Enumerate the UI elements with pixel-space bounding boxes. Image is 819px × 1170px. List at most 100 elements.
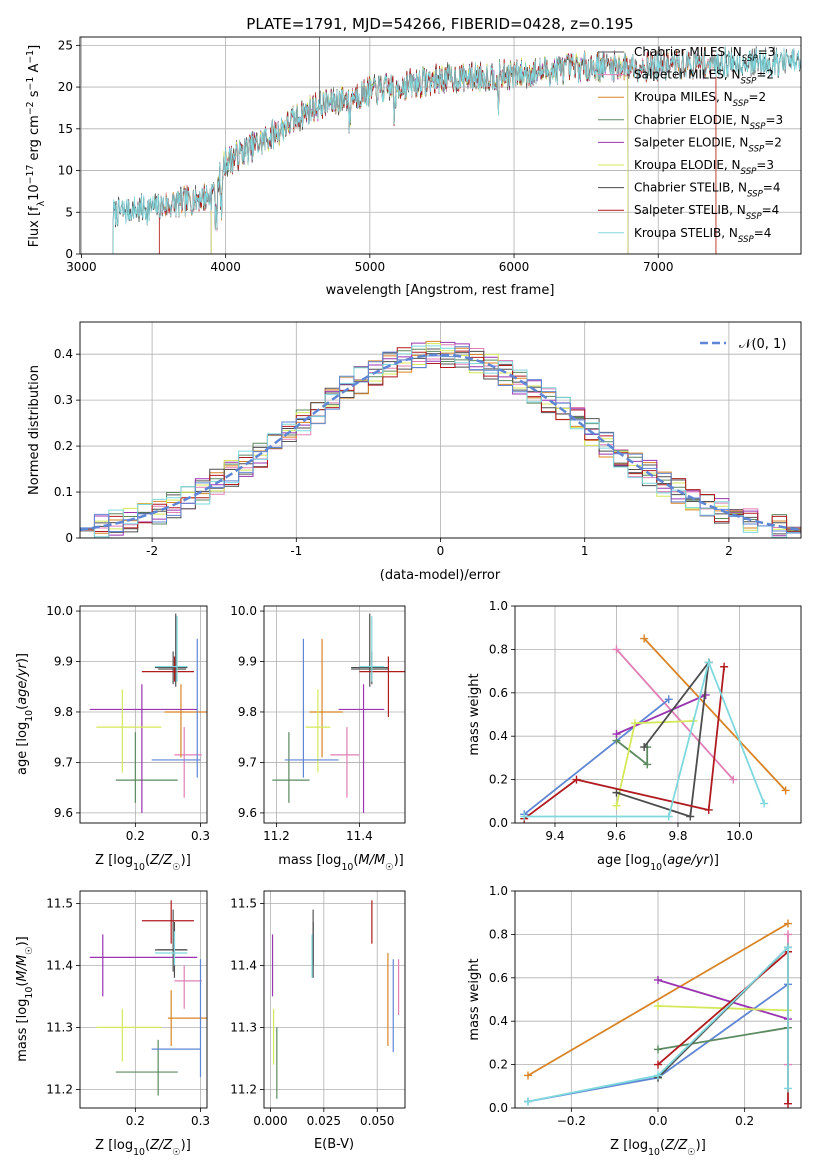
label-part: 10 [24, 987, 35, 999]
label-part: ☉ [172, 862, 180, 873]
label-part: Z/Z [149, 853, 173, 868]
label-part: =3 [758, 45, 776, 59]
label-part: ( [662, 853, 667, 868]
weight-marker [784, 919, 792, 928]
weight-marker [524, 1097, 532, 1106]
label-part: age [log [597, 853, 650, 868]
legend-entry: Kroupa MILES, NSSP=2 [634, 90, 766, 109]
y-tick-label: 9.9 [238, 655, 257, 669]
label-part: Salpeter STELIB, N [634, 203, 746, 217]
axes-frame [263, 605, 406, 824]
x-tick-label: 7000 [643, 260, 674, 274]
x-tick-label: 10.0 [726, 829, 753, 843]
plot-area [80, 322, 801, 538]
y-tick-label: 9.8 [54, 705, 73, 719]
x-tick-label: 0.2 [126, 829, 145, 843]
mass-vs-Z-panel: 0.2 0.311.211.311.411.5Z [log10(Z/Z☉)]mas… [15, 890, 210, 1158]
axes-frame [79, 321, 802, 539]
label-part: 10 [648, 1147, 660, 1158]
y-tick-label: 10.0 [46, 604, 73, 618]
x-tick-label: 3000 [66, 260, 97, 274]
axes-frame [514, 605, 802, 824]
plot-area [264, 891, 405, 1108]
label-part: ☉ [24, 946, 35, 954]
y-tick-label: 11.3 [230, 1020, 257, 1034]
label-part: ( [145, 853, 150, 868]
label-part: −1 [25, 50, 36, 64]
label-part: )] [181, 853, 191, 868]
weight-marker [612, 645, 621, 654]
label-part: SSP [750, 122, 767, 132]
label-part: ( [660, 1138, 665, 1153]
y-tick-label: 0.3 [54, 393, 73, 407]
weight-line [523, 698, 670, 816]
y-tick-label: 10.0 [230, 604, 257, 618]
plot-area [515, 606, 801, 823]
plot-area [515, 891, 801, 1108]
y-tick-label: 11.2 [46, 1082, 73, 1096]
y-tick-label: 1.0 [489, 884, 508, 898]
label-part: =4 [762, 203, 780, 217]
weight-line [615, 739, 649, 767]
mass-vs-ebv-panel: 0.000 0.025 0.050 11.2 11.3 11.4 11.5 E(B-V) [230, 890, 406, 1152]
weight-marker [654, 975, 662, 984]
x-tick-label: 0.2 [735, 1114, 754, 1128]
label-part: =3 [765, 113, 783, 127]
label-part: SSP [738, 235, 755, 245]
label-part: =4 [754, 226, 772, 240]
label-part: =2 [764, 135, 782, 149]
x-tick-label: 0.050 [360, 1114, 394, 1128]
weight-marker [654, 1060, 662, 1069]
y-tick-label: 10 [58, 164, 73, 178]
y-tick-label: 0.6 [489, 971, 508, 985]
x-tick-label: 0.025 [307, 1114, 341, 1128]
weight-marker [784, 1099, 792, 1108]
weight-marker [784, 1084, 792, 1093]
plot-area [80, 37, 801, 254]
y-tick-label: 0.8 [489, 927, 508, 941]
y-axis-label: Flux [fλ10−17 erg cm−2 s−1 A−1] [25, 45, 47, 247]
weight-marker [720, 662, 729, 671]
x-tick-label: 0.0 [648, 1114, 667, 1128]
label-part: 10 [650, 862, 662, 873]
y-tick-label: 1.0 [489, 599, 508, 613]
label-part: )] [696, 1138, 706, 1153]
x-axis-label: (data-model)/error [380, 568, 501, 583]
label-part: SSP [746, 212, 763, 222]
y-tick-label: 0.0 [489, 816, 508, 830]
y-tick-label: 11.5 [230, 896, 257, 910]
label-part: Z/Z [149, 1138, 173, 1153]
weight-marker [654, 1045, 662, 1054]
legend-entry: Chabrier ELODIE, NSSP=3 [634, 113, 783, 132]
legend-entry: Salpeter MILES, NSSP=2 [634, 68, 774, 87]
label-part: )] [15, 936, 30, 946]
weight-line [657, 979, 789, 1020]
axes-frame [79, 890, 208, 1109]
weight-line [523, 666, 725, 820]
weight-line [527, 945, 789, 1103]
label-part: 10 [341, 862, 353, 873]
weight-marker [704, 658, 713, 667]
y-tick-label: 0.6 [489, 686, 508, 700]
weight-marker [612, 730, 621, 739]
label-part: Flux [f [27, 206, 42, 247]
axes-frame [514, 890, 802, 1109]
y-tick-label: 9.8 [238, 705, 257, 719]
plot-area [264, 606, 405, 823]
y-tick-label: 0.2 [489, 1058, 508, 1072]
y-axis-label: age [log10(age/yr)] [15, 653, 35, 775]
x-tick-label: 11.4 [346, 829, 373, 843]
x-tick-label: 4000 [210, 260, 241, 274]
y-tick-label: 9.6 [238, 806, 257, 820]
x-axis-label: mass [log10(M/M☉)] [278, 853, 404, 873]
label-part: ( [145, 1138, 150, 1153]
y-tick-label: 20 [58, 80, 73, 94]
axes-frame [79, 36, 802, 255]
label-part: Chabrier STELIB, N [634, 181, 747, 195]
label-part: Salpeter ELODIE, N [634, 135, 748, 149]
label-part: M/M [15, 955, 30, 982]
x-axis-label: Z [log10(Z/Z☉)] [610, 1138, 706, 1158]
x-tick-label: -2 [146, 544, 158, 558]
histogram-step [80, 346, 801, 534]
weight-marker [612, 788, 621, 797]
